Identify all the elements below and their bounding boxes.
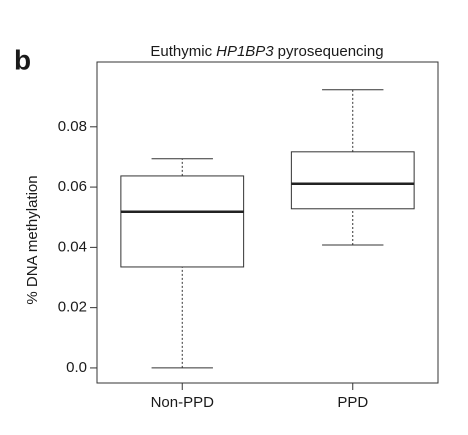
x-tick-label: PPD	[337, 394, 368, 411]
box	[290, 151, 415, 210]
x-tick-label: Non-PPD	[151, 394, 215, 411]
y-tick-label: 0.0	[66, 359, 87, 376]
plot-frame	[96, 61, 439, 384]
y-tick-label: 0.08	[58, 118, 87, 135]
y-axis-label: % DNA methylation	[24, 175, 41, 304]
panel-label: b	[14, 44, 31, 75]
title-part: pyrosequencing	[278, 43, 384, 60]
box	[120, 175, 245, 268]
y-tick-label: 0.06	[58, 178, 87, 195]
y-tick-label: 0.04	[58, 238, 87, 255]
title-part: HP1BP3	[216, 43, 274, 60]
chart-title: Euthymic HP1BP3 pyrosequencing	[150, 43, 383, 60]
y-tick-label: 0.02	[58, 299, 87, 316]
title-part: Euthymic	[150, 43, 212, 60]
